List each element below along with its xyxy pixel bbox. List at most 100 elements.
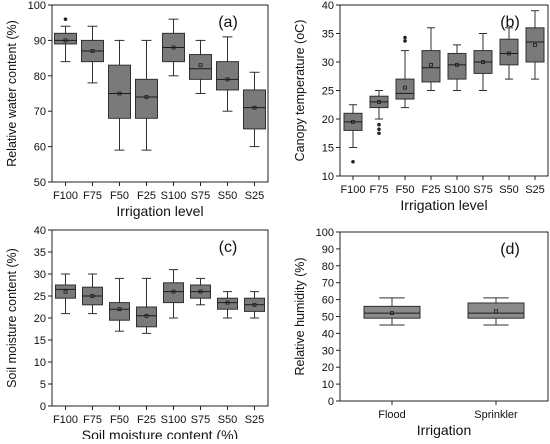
y-tick-label: 15 <box>322 143 334 155</box>
mean-marker <box>429 62 433 67</box>
x-tick-label: F25 <box>137 190 156 202</box>
box-S25 <box>244 291 265 319</box>
y-tick-label: 15 <box>34 335 46 347</box>
x-axis-title: Irrigation level <box>400 197 487 213</box>
box-F50 <box>395 35 415 109</box>
y-tick-label: 30 <box>322 57 334 69</box>
box-iqr <box>216 61 239 91</box>
box-iqr <box>163 282 184 304</box>
x-tick-label: S25 <box>245 414 265 426</box>
x-tick-label: Sprinkler <box>474 409 518 421</box>
mean-marker <box>507 51 511 56</box>
y-tick-label: 20 <box>322 114 334 126</box>
box-F100 <box>343 104 363 164</box>
x-tick-label: F25 <box>137 414 156 426</box>
x-tick-label: F100 <box>53 414 78 426</box>
x-tick-label: F75 <box>370 184 389 196</box>
y-tick-label: 100 <box>28 0 46 12</box>
x-tick-label: S50 <box>218 190 238 202</box>
y-tick-label: 20 <box>322 362 334 374</box>
y-tick-label: 90 <box>34 35 46 47</box>
mean-marker <box>117 91 122 96</box>
y-tick-label: 90 <box>322 244 334 256</box>
box-Flood <box>363 297 421 326</box>
outlier-point <box>377 127 381 132</box>
x-tick-label: S100 <box>161 190 187 202</box>
mean-marker <box>63 38 68 43</box>
mean-marker <box>494 309 498 314</box>
mean-marker <box>533 43 537 47</box>
mean-marker <box>481 60 485 64</box>
x-tick-label: S25 <box>245 190 265 202</box>
mean-marker <box>403 85 407 90</box>
mean-marker <box>63 289 68 294</box>
x-tick-label: F50 <box>110 190 129 202</box>
y-tick-label: 100 <box>316 227 334 239</box>
outlier-point <box>63 17 68 21</box>
panel-d: 0 10 20 30 40 50 60 70 80 90 100 Flood Sprinkler (d) I… <box>293 227 549 438</box>
box-Sprinkler <box>467 297 525 326</box>
y-tick-label: 0 <box>328 396 334 408</box>
panel-b: 10 15 20 25 30 35 40 F100 F75 F50 F25 S100 S75 S50 S25… <box>293 0 549 213</box>
panel-label: (d) <box>500 241 520 258</box>
y-axis-title: Soil moisture content (%) <box>5 248 19 388</box>
box-F75 <box>81 25 104 84</box>
y-tick-label: 10 <box>322 379 334 391</box>
box-S100 <box>163 269 184 319</box>
y-tick-label: 35 <box>34 247 46 259</box>
box-F25 <box>421 27 441 91</box>
box-F50 <box>109 277 130 332</box>
mean-marker <box>225 300 230 305</box>
box-S100 <box>162 18 185 77</box>
box-S50 <box>499 27 519 80</box>
y-axis-title: Relative water content (%) <box>5 20 19 167</box>
mean-marker <box>377 100 381 104</box>
box-iqr <box>525 27 545 63</box>
mean-marker <box>225 77 230 82</box>
mean-marker <box>144 95 149 99</box>
mean-marker <box>198 289 203 294</box>
mean-marker <box>252 302 257 307</box>
panel-a: 50 60 70 80 90 100 F100 F75 F50 F25 S100 S75 S50 S25 (… <box>5 0 269 219</box>
y-tick-label: 70 <box>322 278 334 290</box>
y-tick-label: 35 <box>322 29 334 41</box>
mean-marker <box>144 313 149 318</box>
y-tick-label: 20 <box>34 313 46 325</box>
plot-frame <box>51 229 269 407</box>
x-tick-label: S100 <box>444 184 470 196</box>
box-F100 <box>55 273 76 315</box>
box-S75 <box>189 39 212 94</box>
mean-marker <box>171 289 176 294</box>
y-tick-label: 80 <box>34 71 46 83</box>
y-tick-label: 60 <box>34 142 46 154</box>
x-tick-label: F100 <box>340 184 365 196</box>
y-tick-label: 10 <box>322 171 334 183</box>
box-F75 <box>82 273 103 315</box>
x-tick-label: S50 <box>218 414 238 426</box>
y-tick-label: 50 <box>34 177 46 189</box>
x-tick-label: F75 <box>83 414 102 426</box>
box-S25 <box>525 10 545 80</box>
box-F25 <box>135 39 158 151</box>
x-tick-label: F100 <box>53 190 78 202</box>
mean-marker <box>90 49 95 53</box>
y-tick-label: 40 <box>322 328 334 340</box>
box-S75 <box>473 33 493 91</box>
outlier-point <box>377 131 381 136</box>
outlier-point <box>377 122 381 127</box>
x-axis-title: Irrigation <box>417 422 471 438</box>
x-tick-label: F75 <box>83 190 102 202</box>
y-tick-label: 40 <box>322 0 334 12</box>
box-F100 <box>54 17 77 63</box>
panel-label: (a) <box>218 14 238 31</box>
mean-marker <box>252 105 257 110</box>
box-S50 <box>217 291 238 319</box>
y-tick-label: 30 <box>322 345 334 357</box>
panel-label: (b) <box>500 14 520 31</box>
box-F50 <box>108 39 131 151</box>
box-F25 <box>136 277 157 334</box>
y-tick-label: 70 <box>34 106 46 118</box>
